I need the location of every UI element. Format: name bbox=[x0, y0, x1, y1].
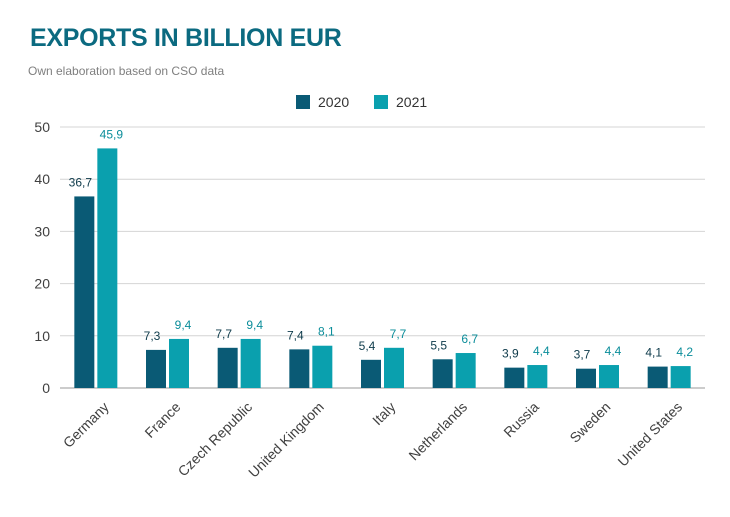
x-tick-label: Russia bbox=[500, 399, 542, 441]
data-label: 7,7 bbox=[390, 327, 407, 341]
data-label: 45,9 bbox=[100, 127, 124, 141]
x-tick-label: Italy bbox=[369, 399, 398, 428]
bars bbox=[74, 148, 691, 388]
x-tick-label: France bbox=[141, 399, 183, 441]
bar-2020-united-kingdom bbox=[289, 349, 310, 388]
bar-2021-czech-republic bbox=[240, 338, 261, 388]
data-label: 6,7 bbox=[461, 332, 478, 346]
bar-2021-italy bbox=[384, 347, 404, 388]
data-label: 4,4 bbox=[605, 344, 622, 358]
bar-2021-germany bbox=[97, 148, 118, 388]
bar-2020-czech-republic bbox=[217, 347, 238, 388]
legend-label-2020: 2020 bbox=[318, 94, 349, 110]
data-label: 36,7 bbox=[69, 175, 93, 189]
data-label: 5,5 bbox=[430, 338, 447, 352]
chart-subtitle: Own elaboration based on CSO data bbox=[28, 64, 225, 78]
bar-2020-sweden bbox=[576, 368, 596, 388]
data-labels: 36,7 45,9 7,3 9,4 7,7 9,4 7,4 8,1 5,4 7,7 5,5 6,7 3,… bbox=[69, 127, 694, 361]
data-label: 9,4 bbox=[246, 318, 263, 332]
data-label: 7,3 bbox=[144, 329, 161, 343]
bar-2021-france bbox=[169, 338, 189, 388]
x-tick-label: United Kingdom bbox=[245, 399, 327, 481]
data-label: 7,4 bbox=[287, 328, 304, 342]
data-label: 3,9 bbox=[502, 347, 519, 361]
y-tick-label: 0 bbox=[42, 380, 50, 396]
data-label: 7,7 bbox=[215, 327, 232, 341]
x-tick-label: Netherlands bbox=[406, 399, 471, 464]
x-tick-label: Sweden bbox=[566, 399, 613, 446]
legend-swatch-2020 bbox=[296, 95, 310, 109]
bar-2021-united-states bbox=[670, 366, 691, 388]
data-label: 4,2 bbox=[676, 345, 693, 359]
y-axis-ticks: 0 10 20 30 40 50 bbox=[34, 119, 50, 396]
y-tick-label: 50 bbox=[34, 119, 50, 135]
data-label: 5,4 bbox=[359, 339, 376, 353]
chart-title: EXPORTS IN BILLION EUR bbox=[30, 24, 342, 52]
bar-2021-united-kingdom bbox=[312, 345, 333, 388]
legend-label-2021: 2021 bbox=[396, 94, 427, 110]
legend: 2020 2021 bbox=[296, 94, 427, 110]
x-tick-label: Czech Republic bbox=[175, 399, 256, 480]
x-tick-label: United States bbox=[614, 399, 685, 470]
bar-2020-russia bbox=[504, 367, 525, 388]
bar-2020-germany bbox=[74, 196, 95, 388]
bar-2020-france bbox=[146, 349, 166, 388]
bar-2021-netherlands bbox=[455, 353, 476, 388]
bar-2020-netherlands bbox=[432, 359, 453, 388]
y-tick-label: 30 bbox=[34, 223, 50, 239]
y-tick-label: 20 bbox=[34, 276, 50, 292]
y-tick-label: 10 bbox=[34, 328, 50, 344]
bar-2021-sweden bbox=[599, 365, 619, 388]
data-label: 8,1 bbox=[318, 325, 335, 339]
bar-2020-italy bbox=[361, 359, 381, 388]
bar-2020-united-states bbox=[647, 366, 668, 388]
data-label: 4,1 bbox=[645, 346, 662, 360]
x-tick-label: Germany bbox=[60, 399, 112, 451]
legend-swatch-2021 bbox=[374, 95, 388, 109]
data-label: 4,4 bbox=[533, 344, 550, 358]
grid-lines bbox=[60, 126, 705, 389]
bar-2021-russia bbox=[527, 365, 548, 388]
data-label: 3,7 bbox=[574, 348, 591, 362]
y-tick-label: 40 bbox=[34, 171, 50, 187]
data-label: 9,4 bbox=[175, 318, 192, 332]
